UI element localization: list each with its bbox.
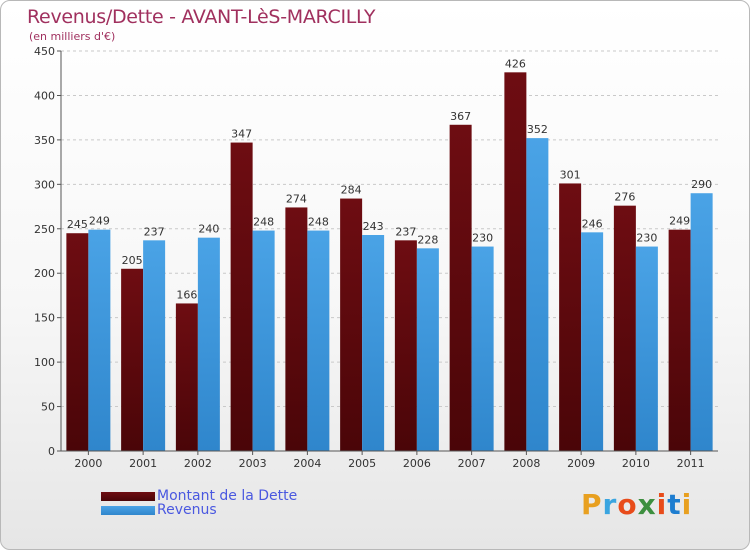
bar-dette-2002 bbox=[175, 303, 198, 451]
data-label: 230 bbox=[636, 232, 657, 245]
data-label: 243 bbox=[363, 220, 384, 233]
logo-letter: P bbox=[581, 488, 603, 521]
bar-revenus-2004 bbox=[307, 230, 330, 451]
data-label: 276 bbox=[614, 191, 635, 204]
data-label: 274 bbox=[286, 192, 307, 205]
bar-dette-2004 bbox=[285, 207, 308, 451]
x-tick-label: 2007 bbox=[458, 457, 486, 470]
bar-revenus-2005 bbox=[362, 235, 385, 451]
y-tick-label: 200 bbox=[34, 267, 55, 280]
x-tick-label: 2000 bbox=[74, 457, 102, 470]
bar-revenus-2010 bbox=[635, 246, 658, 451]
x-tick-label: 2009 bbox=[567, 457, 595, 470]
data-label: 240 bbox=[198, 223, 219, 236]
data-label: 237 bbox=[144, 225, 165, 238]
data-label: 290 bbox=[691, 178, 712, 191]
grid-lines bbox=[61, 50, 718, 452]
bar-dette-2001 bbox=[121, 268, 144, 451]
y-tick-label: 250 bbox=[34, 223, 55, 236]
legend-label-revenus: Revenus bbox=[157, 502, 217, 518]
bar-revenus-2001 bbox=[143, 240, 166, 451]
bar-dette-2006 bbox=[394, 240, 417, 451]
bar-dette-2008 bbox=[504, 72, 527, 451]
logo-letter: r bbox=[602, 488, 618, 521]
bar-dette-2003 bbox=[230, 142, 253, 452]
data-label: 166 bbox=[176, 288, 197, 301]
data-label: 228 bbox=[417, 233, 438, 246]
logo-letter: i bbox=[681, 488, 693, 521]
data-label: 301 bbox=[560, 168, 581, 181]
logo-letter: o bbox=[617, 488, 638, 521]
data-label: 284 bbox=[341, 184, 362, 197]
x-tick-label: 2002 bbox=[184, 457, 212, 470]
x-tick-label: 2003 bbox=[239, 457, 267, 470]
chart-title: Revenus/Dette - AVANT-LèS-MARCILLY bbox=[27, 6, 376, 28]
proxiti-logo: Proxiti bbox=[581, 488, 692, 521]
data-label: 248 bbox=[253, 216, 274, 229]
data-label: 426 bbox=[505, 57, 526, 70]
bar-revenus-2006 bbox=[416, 248, 439, 451]
bar-revenus-2003 bbox=[252, 230, 275, 451]
logo-letter: t bbox=[667, 488, 682, 521]
data-label: 205 bbox=[122, 254, 143, 267]
x-tick-label: 2008 bbox=[512, 457, 540, 470]
data-label: 245 bbox=[67, 218, 88, 231]
bar-revenus-2002 bbox=[197, 237, 220, 451]
data-label: 246 bbox=[582, 217, 603, 230]
y-tick-label: 400 bbox=[34, 89, 55, 102]
y-tick-label: 0 bbox=[48, 445, 55, 458]
bar-dette-2000 bbox=[66, 233, 89, 451]
bar-revenus-2011 bbox=[690, 193, 713, 451]
chart-subtitle: (en milliers d'€) bbox=[29, 30, 116, 43]
y-tick-label: 350 bbox=[34, 134, 55, 147]
data-label: 248 bbox=[308, 216, 329, 229]
bar-dette-2005 bbox=[340, 198, 363, 451]
bar-dette-2007 bbox=[449, 124, 472, 452]
y-tick-label: 100 bbox=[34, 356, 55, 369]
data-label: 249 bbox=[669, 215, 690, 228]
legend-label-dette: Montant de la Dette bbox=[157, 488, 298, 504]
x-tick-label: 2004 bbox=[293, 457, 321, 470]
y-tick-label: 450 bbox=[34, 45, 55, 58]
data-label: 347 bbox=[231, 128, 252, 141]
y-tick-label: 150 bbox=[34, 312, 55, 325]
bar-revenus-2000 bbox=[88, 229, 111, 451]
y-tick-label: 50 bbox=[41, 401, 55, 414]
x-tick-label: 2010 bbox=[622, 457, 650, 470]
x-tick-label: 2011 bbox=[677, 457, 705, 470]
legend-item-revenus: Revenus bbox=[101, 502, 217, 518]
data-label: 352 bbox=[527, 123, 548, 136]
logo-letter: x bbox=[637, 488, 657, 521]
x-tick-label: 2001 bbox=[129, 457, 157, 470]
bar-revenus-2009 bbox=[581, 232, 604, 451]
axes: 0 50 100 150 200 250 300 350 400 450 2000 2001 2002 2… bbox=[34, 45, 718, 470]
x-tick-label: 2006 bbox=[403, 457, 431, 470]
bar-dette-2009 bbox=[559, 183, 582, 451]
bar-revenus-2008 bbox=[526, 138, 549, 451]
data-label: 367 bbox=[450, 110, 471, 123]
x-tick-label: 2005 bbox=[348, 457, 376, 470]
legend-item-dette: Montant de la Dette bbox=[101, 488, 297, 504]
bar-revenus-2007 bbox=[471, 246, 494, 451]
bar-dette-2010 bbox=[613, 205, 636, 451]
y-tick-label: 300 bbox=[34, 178, 55, 191]
bar-dette-2011 bbox=[668, 229, 691, 451]
legend-swatch-revenus bbox=[101, 505, 155, 515]
data-label: 249 bbox=[89, 215, 110, 228]
logo-letter: i bbox=[656, 488, 668, 521]
data-label: 230 bbox=[472, 232, 493, 245]
data-label: 237 bbox=[395, 225, 416, 238]
legend-swatch-dette bbox=[101, 491, 155, 501]
